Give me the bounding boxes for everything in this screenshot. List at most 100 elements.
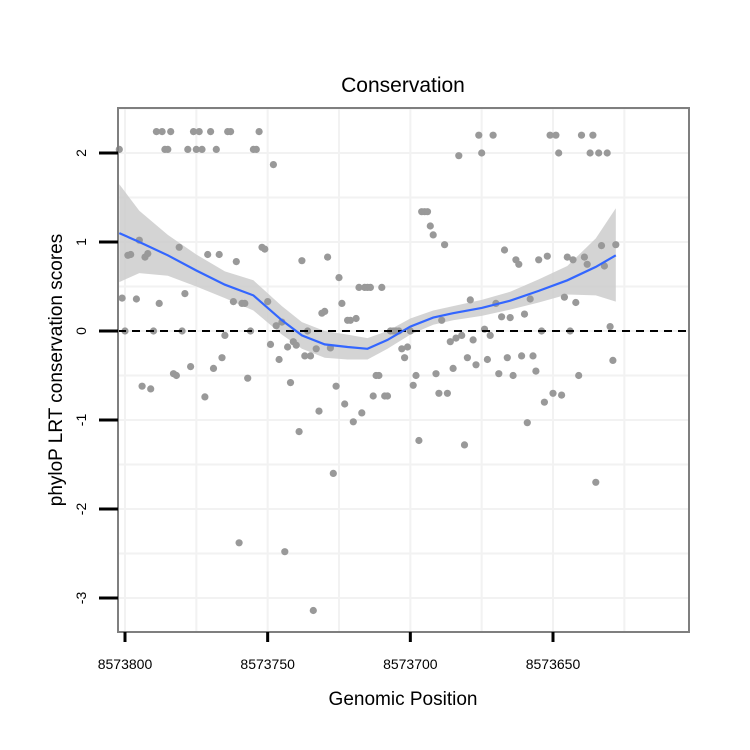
smooth-trend-line bbox=[118, 232, 617, 350]
data-point bbox=[472, 361, 480, 369]
data-point bbox=[529, 352, 537, 360]
data-point bbox=[486, 331, 494, 339]
data-point bbox=[509, 371, 517, 380]
data-point bbox=[423, 208, 432, 216]
data-point bbox=[483, 355, 491, 364]
x-tick-label: 8573650 bbox=[526, 656, 581, 672]
confidence-ribbon bbox=[119, 184, 616, 360]
data-point bbox=[495, 370, 503, 378]
points-layer bbox=[115, 128, 620, 615]
data-point bbox=[589, 131, 597, 139]
data-point bbox=[358, 409, 366, 417]
y-tick-label: -1 bbox=[73, 414, 89, 427]
data-point bbox=[563, 253, 571, 261]
data-point bbox=[172, 371, 180, 380]
data-point bbox=[540, 398, 549, 406]
data-point bbox=[212, 145, 220, 153]
data-point bbox=[338, 299, 346, 307]
data-point bbox=[167, 128, 175, 136]
data-point bbox=[460, 441, 469, 449]
data-point bbox=[546, 131, 554, 139]
data-point bbox=[406, 327, 414, 335]
data-point bbox=[575, 371, 583, 380]
data-point bbox=[500, 246, 509, 254]
data-point bbox=[595, 149, 603, 157]
data-point bbox=[144, 250, 152, 258]
data-point bbox=[155, 299, 163, 307]
data-point bbox=[298, 257, 306, 265]
data-point bbox=[195, 128, 203, 136]
data-point bbox=[301, 352, 309, 360]
data-point bbox=[138, 382, 146, 390]
panel-border bbox=[117, 107, 690, 633]
data-point bbox=[207, 128, 215, 136]
y-axis-label: phyloP LRT conservation scores bbox=[46, 234, 67, 507]
data-point bbox=[458, 331, 466, 339]
data-point bbox=[518, 352, 526, 360]
data-point bbox=[255, 128, 263, 136]
data-point bbox=[235, 539, 243, 547]
x-tick-label: 8573700 bbox=[383, 656, 438, 672]
data-point bbox=[292, 341, 300, 349]
data-point bbox=[272, 322, 280, 330]
data-point bbox=[178, 327, 186, 335]
data-point bbox=[335, 274, 343, 282]
data-point bbox=[583, 260, 591, 268]
data-point bbox=[241, 299, 249, 307]
data-point bbox=[187, 363, 195, 371]
data-point bbox=[375, 371, 383, 380]
data-point bbox=[475, 131, 483, 139]
data-point bbox=[147, 385, 155, 393]
data-point bbox=[309, 606, 317, 615]
data-point bbox=[452, 334, 460, 342]
data-point bbox=[229, 298, 237, 306]
data-point bbox=[532, 367, 540, 375]
data-point bbox=[592, 478, 600, 486]
data-point bbox=[543, 252, 551, 260]
data-point bbox=[506, 314, 514, 322]
data-point bbox=[401, 354, 409, 362]
data-point bbox=[443, 389, 451, 397]
data-point bbox=[306, 352, 315, 360]
data-point bbox=[244, 374, 252, 382]
data-point bbox=[441, 241, 449, 249]
data-point bbox=[535, 256, 543, 264]
data-point bbox=[466, 296, 474, 304]
data-point bbox=[189, 128, 198, 136]
data-point bbox=[572, 298, 580, 307]
data-point bbox=[198, 145, 206, 153]
data-point bbox=[227, 128, 235, 136]
data-point bbox=[284, 343, 292, 351]
data-point bbox=[446, 338, 454, 346]
data-point bbox=[549, 389, 557, 397]
data-point bbox=[498, 313, 506, 321]
data-point bbox=[261, 245, 269, 253]
data-point bbox=[346, 316, 354, 324]
y-tick-label: 0 bbox=[73, 327, 89, 335]
data-point bbox=[526, 295, 534, 303]
data-point bbox=[523, 419, 531, 427]
data-point bbox=[355, 283, 363, 291]
data-point bbox=[558, 391, 566, 399]
data-point bbox=[221, 331, 229, 339]
data-point bbox=[369, 392, 377, 400]
data-point bbox=[560, 293, 569, 301]
data-point bbox=[586, 149, 594, 157]
data-point bbox=[577, 131, 586, 139]
data-point bbox=[252, 145, 260, 153]
data-point bbox=[415, 436, 423, 445]
y-tick-label: 2 bbox=[73, 149, 89, 157]
data-point bbox=[321, 307, 329, 315]
data-point bbox=[349, 418, 357, 426]
axes-layer: 8573800 8573750 8573700 8573650 -3 -2 -1 0 1 2 bbox=[73, 149, 580, 672]
data-point bbox=[184, 145, 192, 153]
data-point bbox=[597, 242, 606, 250]
data-point bbox=[366, 283, 374, 291]
data-point bbox=[449, 364, 457, 372]
x-axis-label: Genomic Position bbox=[329, 689, 478, 710]
data-point bbox=[580, 253, 589, 261]
data-point bbox=[329, 469, 337, 477]
data-point bbox=[515, 260, 523, 268]
data-point bbox=[215, 250, 223, 259]
data-point bbox=[332, 382, 340, 390]
